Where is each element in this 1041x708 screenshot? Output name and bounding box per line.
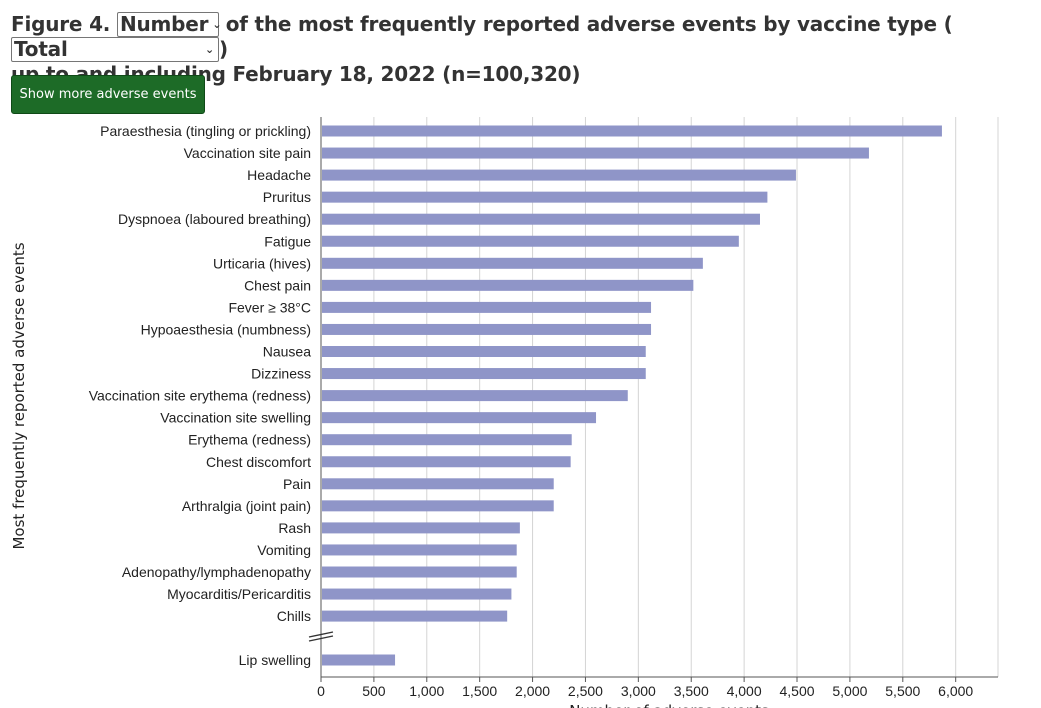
- category-label: Hypoaesthesia (numbness): [141, 321, 311, 337]
- category-label: Dizziness: [251, 366, 311, 382]
- chevron-down-icon: ⌄: [204, 43, 214, 56]
- category-label: Pain: [283, 476, 311, 492]
- x-tick-label: 3,500: [674, 683, 709, 699]
- x-tick-label: 0: [317, 683, 325, 699]
- bar: [322, 125, 942, 137]
- bar: [322, 213, 760, 225]
- bar: [322, 434, 572, 446]
- category-label: Rash: [278, 520, 311, 536]
- category-label: Fatigue: [264, 233, 311, 249]
- category-label: Nausea: [263, 344, 311, 360]
- bar: [322, 191, 768, 203]
- measure-select-value: Number: [119, 12, 209, 36]
- bar: [322, 390, 628, 402]
- category-label: Chest discomfort: [206, 454, 311, 470]
- x-tick-label: 500: [362, 683, 386, 699]
- category-label: Vaccination site erythema (redness): [89, 388, 311, 404]
- vaccine-select-value: Total: [14, 37, 68, 61]
- category-label: Headache: [247, 167, 311, 183]
- bar: [322, 588, 512, 600]
- category-label: Vomiting: [257, 542, 311, 558]
- x-tick-label: 2,500: [568, 683, 603, 699]
- bar: [322, 323, 652, 335]
- x-tick-label: 5,500: [885, 683, 920, 699]
- category-label: Chills: [277, 608, 311, 624]
- bar: [322, 654, 396, 666]
- category-label: Lip swelling: [239, 652, 311, 668]
- figure-label: Figure 4.: [11, 12, 111, 36]
- y-axis-title: Most frequently reported adverse events: [10, 242, 28, 549]
- category-label: Dyspnoea (laboured breathing): [118, 211, 311, 227]
- figure-heading: Figure 4. Number ⌄ of the most frequently…: [11, 12, 1036, 87]
- bar: [322, 610, 508, 622]
- bar: [322, 257, 703, 269]
- bar: [322, 478, 554, 490]
- x-tick-label: 1,000: [409, 683, 444, 699]
- x-tick-label: 2,000: [515, 683, 550, 699]
- bar: [322, 279, 694, 291]
- show-more-adverse-events-button[interactable]: Show more adverse events: [11, 75, 205, 114]
- x-tick-label: 1,500: [462, 683, 497, 699]
- x-tick-label: 4,000: [727, 683, 762, 699]
- category-label: Vaccination site swelling: [160, 410, 311, 426]
- category-label: Myocarditis/Pericarditis: [167, 586, 311, 602]
- heading-middle-text: of the most frequently reported adverse …: [225, 12, 953, 36]
- x-tick-label: 5,000: [832, 683, 867, 699]
- bar: [322, 456, 571, 468]
- category-label: Vaccination site pain: [184, 145, 311, 161]
- bar: [322, 500, 554, 512]
- chevron-down-icon: ⌄: [212, 18, 222, 31]
- x-axis-title: Number of adverse events: [569, 702, 769, 708]
- bar: [322, 235, 739, 247]
- category-label: Fever ≥ 38°C: [228, 299, 311, 315]
- category-label: Urticaria (hives): [213, 255, 311, 271]
- bar: [322, 544, 517, 556]
- category-label: Paraesthesia (tingling or prickling): [100, 123, 311, 139]
- bar: [322, 368, 646, 380]
- heading-close-paren: ): [219, 37, 228, 61]
- category-label: Pruritus: [263, 189, 311, 205]
- bar: [322, 169, 796, 181]
- bar: [322, 147, 869, 159]
- category-label: Arthralgia (joint pain): [182, 498, 311, 514]
- category-label: Erythema (redness): [188, 432, 311, 448]
- x-tick-label: 6,000: [938, 683, 973, 699]
- x-tick-label: 4,500: [779, 683, 814, 699]
- bar: [322, 412, 597, 424]
- axis-break-mark: [308, 631, 334, 638]
- bar: [322, 522, 520, 534]
- bar: [322, 566, 517, 578]
- x-tick-label: 3,000: [621, 683, 656, 699]
- measure-select[interactable]: Number ⌄: [116, 12, 222, 37]
- category-label: Adenopathy/lymphadenopathy: [122, 564, 311, 580]
- bar: [322, 346, 646, 357]
- bar: [322, 301, 652, 313]
- axis-break-mark: [308, 635, 334, 642]
- category-label: Chest pain: [244, 277, 311, 293]
